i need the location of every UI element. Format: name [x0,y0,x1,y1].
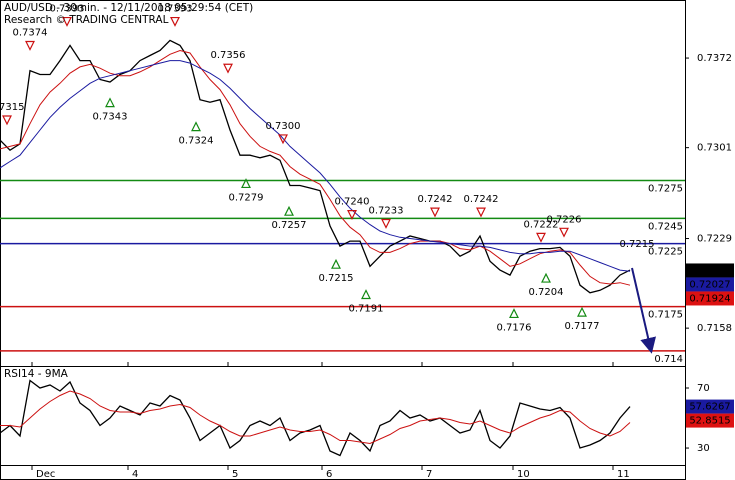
pivot-label: 0.7177 [565,321,600,332]
pivot-low-marker [361,289,371,300]
rsi-panel: 30 70 57.6267 52.8515 [0,379,734,457]
rsi-title: RSI14 - 9MA [4,368,69,380]
pivot-high-marker [170,16,180,27]
pivot-low-marker [331,258,341,269]
pivot-high-marker [476,207,486,218]
y-tick-label: 30 [697,443,710,454]
pivot-label: 0.7240 [335,197,370,208]
series-line [0,60,631,272]
current-value-box [686,413,734,428]
pivot-label: 0.7356 [211,50,246,61]
series-line [0,49,631,286]
pivot-low-marker [577,306,587,317]
x-tick-label: 6 [326,469,332,480]
x-tick-label: Dec [36,469,55,480]
chart-title: AUD/USD - 30min. - 12/11/2018 05:29:54 (… [4,2,253,14]
pivot-label: 0.7300 [266,121,301,132]
pivot-label: 0.7242 [418,194,453,205]
y-tick-label: 0.7158 [697,323,732,334]
pivot-low-marker [105,97,115,108]
pivot-label: 0.7324 [179,136,214,147]
level-label: 0.7225 [648,247,683,258]
y-tick-label: 70 [697,383,710,394]
current-value-label: 0.72027 [689,279,730,290]
pivot-high-marker [347,210,357,220]
x-tick-label: 11 [617,469,630,480]
series-line [0,379,631,457]
pivot-high-marker [25,40,35,51]
pivot-label: 0.7343 [93,112,128,123]
current-value-box [686,399,734,414]
pivot-label: 0.7176 [497,322,532,333]
pivot-label: 0.7222 [524,219,559,230]
series-line [0,39,631,294]
pivot-low-marker [541,272,551,283]
pivot-label: 0.7215 [319,273,354,284]
pivot-high-marker [2,115,12,126]
level-label: 0.7245 [648,221,683,232]
pivot-low-marker [284,205,294,216]
pivot-label: 0.7393 [158,4,193,15]
pivot-low-marker [191,121,201,132]
forecast-arrow [631,267,656,354]
y-tick-label: 0.7301 [697,143,732,154]
pivot-label: 0.7215 [620,239,655,250]
pivot-label: 0.7233 [369,205,404,216]
current-value-box [686,277,734,292]
y-tick-label: 0.7372 [697,53,732,64]
pivot-low-marker [241,178,251,189]
pivot-high-marker [559,227,569,238]
x-tick-label: 4 [132,469,138,480]
pivot-high-marker [62,16,72,27]
chart-subtitle: Research © TRADING CENTRAL [4,14,169,26]
pivot-high-marker [381,218,391,229]
pivot-label: 0.7257 [272,220,307,231]
pivot-label: 0.7393 [50,4,85,15]
current-value-box [686,263,734,278]
pivot-label: 0.7374 [13,28,48,39]
level-label: 0.7175 [648,310,683,321]
level-label: 0.7275 [648,183,683,194]
y-tick-label: 0.7229 [697,234,732,245]
x-tick-label: 10 [517,469,530,480]
pivot-label: 0.7191 [349,303,384,314]
x-tick-label: 5 [232,469,238,480]
pivot-high-marker [430,207,440,218]
pivot-label: 0.7279 [229,192,264,203]
pivot-high-marker [278,134,288,145]
price-panel: 0.7158 0.7229 0.7301 0.7372 0.7275 0.7245 0.72… [0,4,734,365]
pivot-high-marker [536,232,546,243]
current-value-label: 0.71924 [689,293,730,304]
pivot-label: 0.7315 [0,102,25,113]
current-value-label: 52.8515 [689,416,730,427]
pivot-label: 0.7242 [464,194,499,205]
current-value-label: 57.6267 [689,402,730,413]
series-line [0,390,631,445]
level-label: 0.714 [654,354,683,365]
pivot-label: 0.7204 [529,287,564,298]
current-value-label: 0.72037 [689,265,730,276]
current-value-box [686,291,734,306]
pivot-high-marker [223,63,233,74]
x-tick-label: 7 [426,469,432,480]
pivot-label: 0.7226 [547,214,582,225]
pivot-low-marker [509,308,519,319]
